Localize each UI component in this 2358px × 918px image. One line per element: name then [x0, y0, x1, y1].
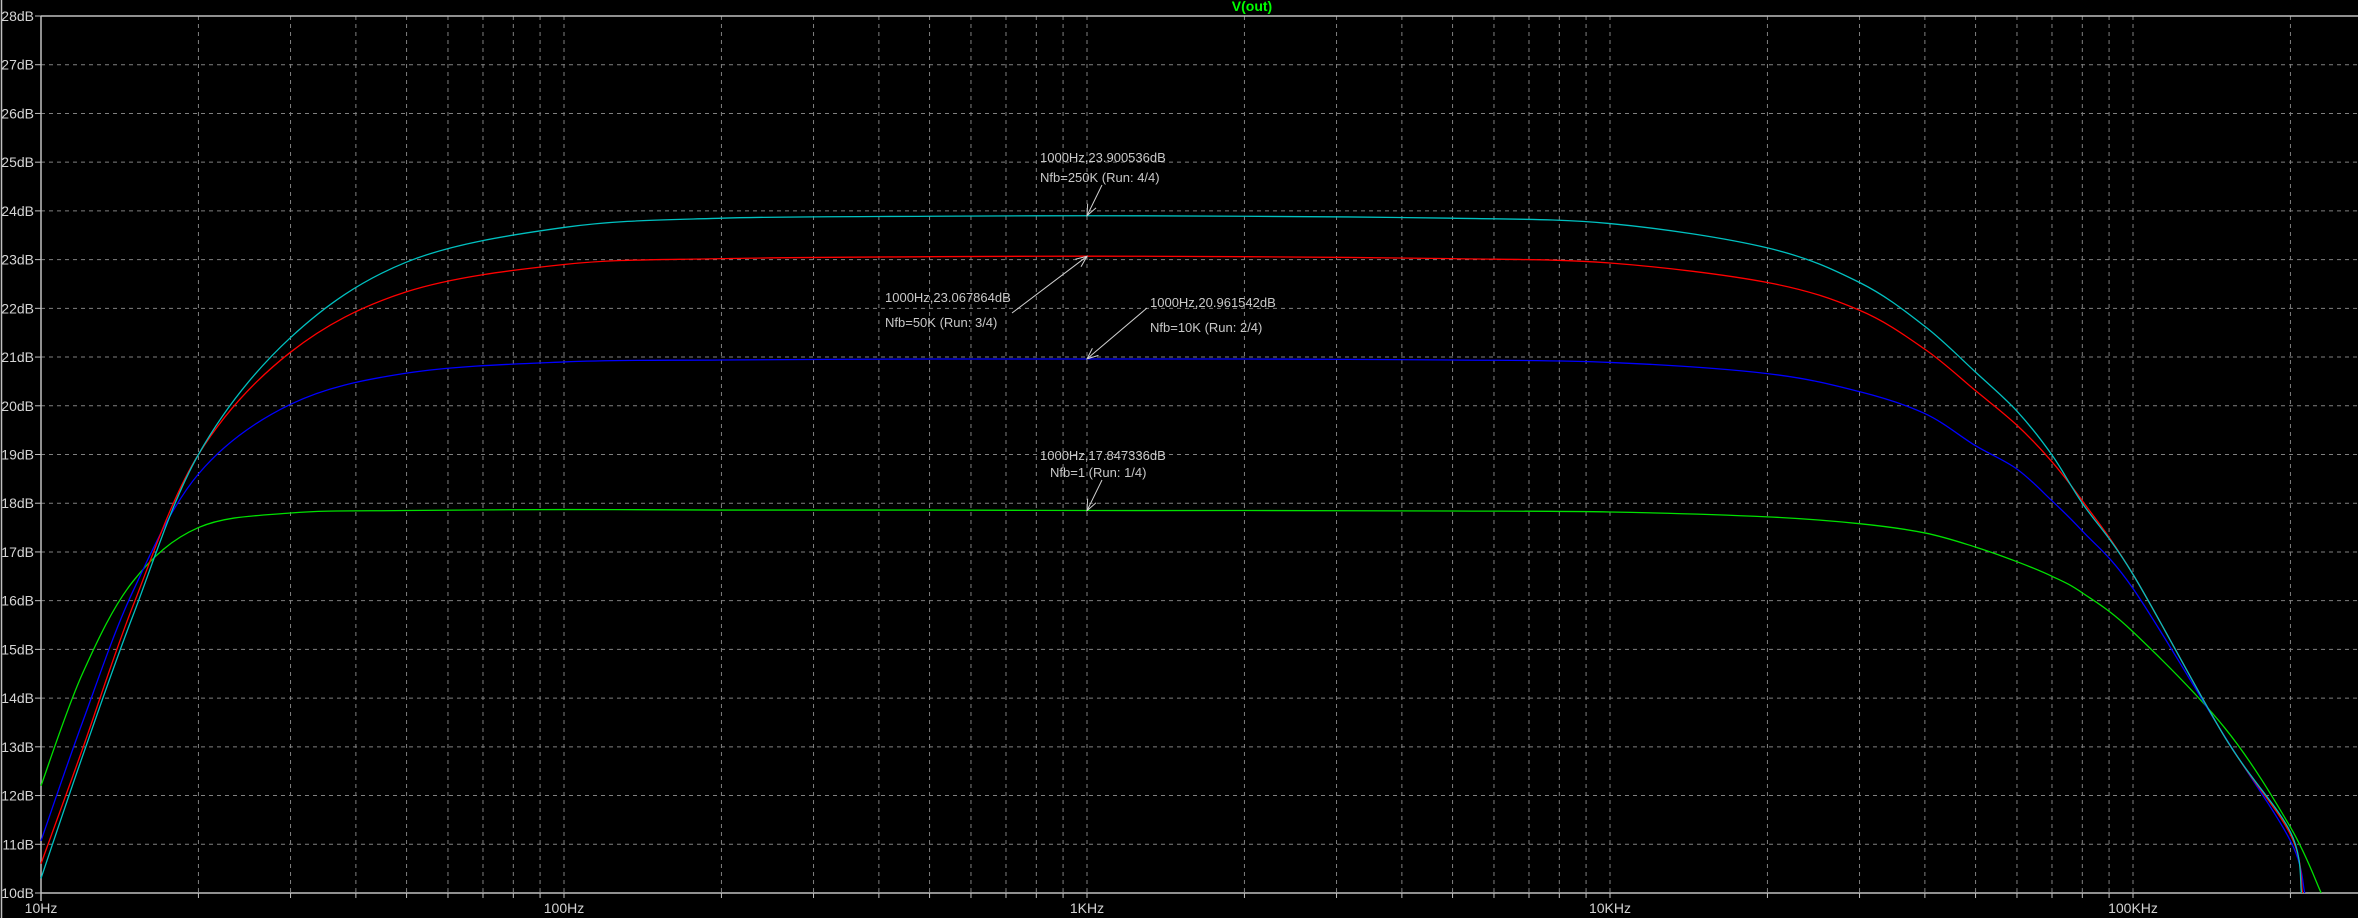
annotation-arrow-head — [1075, 255, 1089, 267]
annotation-arrow-line — [1086, 479, 1103, 511]
y-tick-label: 23dB — [1, 252, 34, 268]
x-tick-label: 10KHz — [1589, 900, 1631, 916]
y-tick-label: 24dB — [1, 203, 34, 219]
annotation-line2: Nfb=50K (Run: 3/4) — [885, 315, 997, 330]
y-tick-label: 27dB — [1, 57, 34, 73]
chart-title[interactable]: V(out) — [1232, 0, 1272, 14]
x-tick-label: 100Hz — [544, 900, 584, 916]
annotation-line2: Nfb=250K (Run: 4/4) — [1040, 170, 1160, 185]
x-axis-ticks: 10Hz 100Hz 1KHz 10KHz 100KHz — [25, 893, 2291, 916]
y-tick-label: 26dB — [1, 105, 34, 121]
annotation-run-2[interactable]: 1000Hz,20.961542dB Nfb=10K (Run: 2/4) — [1150, 295, 1276, 335]
y-tick-label: 10dB — [1, 885, 34, 901]
annotation-line2: Nfb=1 (Run: 1/4) — [1050, 465, 1146, 480]
y-tick-label: 11dB — [2, 836, 34, 852]
series-line-run-1 — [40, 508, 2322, 894]
y-tick-label: 15dB — [1, 641, 34, 657]
annotation-arrow-head — [1086, 347, 1099, 360]
x-tick-label: 10Hz — [25, 900, 58, 916]
y-tick-label: 20dB — [1, 398, 34, 414]
x-tick-label: 1KHz — [1070, 900, 1104, 916]
y-tick-label: 14dB — [1, 690, 34, 706]
y-tick-label: 17dB — [1, 544, 34, 560]
annotation-run-3[interactable]: 1000Hz,23.067864dB Nfb=50K (Run: 3/4) — [885, 290, 1011, 330]
annotation-arrow-head — [1086, 203, 1097, 217]
series-line-run-2 — [40, 358, 2306, 894]
annotation-arrow-head — [1086, 498, 1097, 512]
series-line-run-3 — [40, 255, 2304, 894]
annotation-run-1[interactable]: 1000Hz,17.847336dB Nfb=1 (Run: 1/4) — [1040, 448, 1166, 480]
series-group — [40, 215, 2322, 894]
annotation-arrow-line — [1086, 307, 1148, 360]
annotation-run-4[interactable]: 1000Hz,23.900536dB Nfb=250K (Run: 4/4) — [1040, 150, 1166, 185]
series-line-run-4 — [40, 215, 2303, 894]
y-tick-label: 25dB — [1, 154, 34, 170]
y-tick-label: 18dB — [1, 495, 34, 511]
annotation-line1: 1000Hz,23.900536dB — [1040, 150, 1166, 165]
y-axis-ticks: 10dB 11dB 12dB 13dB 14dB 15dB 16dB 17dB 18dB 19dB… — [1, 8, 41, 901]
annotation-arrow-line — [1011, 255, 1088, 314]
annotation-line2: Nfb=10K (Run: 2/4) — [1150, 320, 1262, 335]
y-tick-label: 21dB — [1, 349, 34, 365]
y-tick-label: 12dB — [1, 788, 34, 804]
annotation-line1: 1000Hz,20.961542dB — [1150, 295, 1276, 310]
y-tick-label: 16dB — [1, 593, 34, 609]
x-tick-label: 100KHz — [2108, 900, 2158, 916]
annotation-line1: 1000Hz,17.847336dB — [1040, 448, 1166, 463]
grid — [41, 16, 2358, 893]
annotation-line1: 1000Hz,23.067864dB — [885, 290, 1011, 305]
y-tick-label: 22dB — [1, 300, 34, 316]
y-tick-label: 13dB — [1, 739, 34, 755]
y-tick-label: 19dB — [1, 447, 34, 463]
annotation-arrow-line — [1086, 184, 1103, 216]
annotation-arrows — [1011, 184, 1148, 512]
y-tick-label: 28dB — [1, 8, 34, 24]
